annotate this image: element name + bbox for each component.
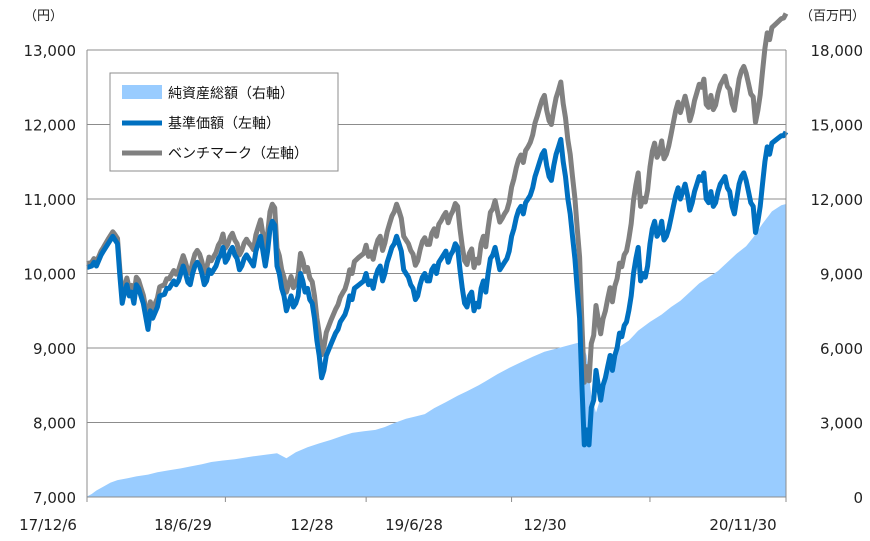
left-tick-label: 8,000 [33, 415, 76, 433]
right-tick-label: 12,000 [811, 191, 864, 209]
x-tick-label: 12/30 [523, 516, 566, 534]
left-tick-label: 9,000 [33, 340, 76, 358]
x-tick-label: 20/11/30 [709, 516, 776, 534]
benchmark-line [86, 12, 789, 385]
legend-label-net-assets: 純資産総額（右軸） [168, 86, 294, 102]
x-tick-label: 19/6/28 [385, 516, 443, 534]
right-tick-label: 0 [853, 489, 863, 507]
axes [86, 50, 787, 498]
left-tick-label: 11,000 [24, 191, 77, 209]
right-axis-ticks: 18,000 15,000 12,000 9,000 6,000 3,000 0 [811, 42, 864, 507]
x-tick-label: 18/6/29 [154, 516, 212, 534]
right-tick-label: 3,000 [820, 415, 863, 433]
x-tick-label: 12/28 [290, 516, 333, 534]
legend-label-benchmark: ベンチマーク（左軸） [168, 146, 308, 162]
left-tick-label: 12,000 [24, 117, 77, 135]
right-tick-label: 15,000 [811, 117, 864, 135]
legend: 純資産総額（右軸） 基準価額（左軸） ベンチマーク（左軸） [109, 72, 339, 172]
right-tick-label: 18,000 [811, 42, 864, 60]
right-tick-label: 9,000 [820, 266, 863, 284]
legend-label-nav: 基準価額（左軸） [168, 115, 280, 132]
left-tick-label: 10,000 [24, 266, 77, 284]
left-tick-label: 7,000 [33, 489, 76, 507]
nav-line [86, 130, 789, 448]
left-axis-ticks: 13,000 12,000 11,000 10,000 9,000 8,000 7,000 [24, 42, 77, 507]
x-tick-label: 17/12/6 [19, 516, 77, 534]
legend-swatch-net-assets [122, 85, 162, 99]
right-tick-label: 6,000 [820, 340, 863, 358]
net-assets-area [87, 204, 786, 497]
x-axis-ticks: 17/12/6 18/6/29 12/28 19/6/28 12/30 20/11/30 [19, 497, 787, 534]
left-axis-unit: （円） [24, 9, 63, 24]
left-tick-label: 13,000 [24, 42, 77, 60]
right-axis-unit: （百万円） [800, 9, 865, 24]
